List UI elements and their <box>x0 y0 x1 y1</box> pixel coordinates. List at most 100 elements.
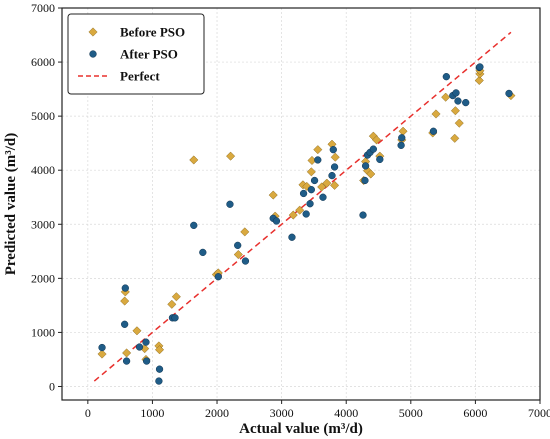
before-pso-point <box>233 250 243 260</box>
legend: Before PSO After PSO Perfect <box>67 13 205 95</box>
x-tick-label: 1000 <box>140 406 164 420</box>
after-pso-point <box>121 284 129 292</box>
after-pso-point <box>135 343 144 351</box>
before-pso-point <box>189 155 199 165</box>
after-pso-point <box>306 200 314 208</box>
before-pso-point <box>313 145 323 155</box>
x-tick-label: 5000 <box>399 406 423 420</box>
x-tick-label: 2000 <box>205 406 229 420</box>
after-pso-point <box>328 171 336 180</box>
y-tick-label: 6000 <box>31 55 55 69</box>
after-pso-point <box>359 211 367 219</box>
after-pso-point <box>329 146 337 154</box>
before-pso-point <box>322 178 332 188</box>
y-tick-label: 7000 <box>31 1 55 15</box>
legend-label: Before PSO <box>120 25 185 40</box>
before-pso-point <box>167 299 177 309</box>
after-pso-point <box>505 89 513 98</box>
before-pso-point <box>268 190 278 200</box>
before-pso-point <box>120 296 130 306</box>
before-pso-point <box>171 292 181 302</box>
after-pso-point <box>190 221 198 230</box>
before-pso-point <box>366 169 376 179</box>
after-pso-point <box>121 320 129 328</box>
axis-ticks: 0 1000 2000 3000 4000 5000 6000 7000 0 1000 2000 30… <box>31 1 550 420</box>
before-pso-point <box>474 75 484 86</box>
before-pso-point <box>302 181 312 191</box>
after-pso-point <box>142 357 151 365</box>
legend-label: After PSO <box>120 47 178 62</box>
y-tick-label: 0 <box>49 379 55 393</box>
legend-label: Perfect <box>120 69 160 84</box>
before-pso-point <box>450 106 460 116</box>
after-pso-point <box>98 343 106 352</box>
before-pso-point <box>226 151 236 161</box>
x-axis-label: Actual value (m³/d) <box>239 421 363 437</box>
before-pso-point <box>154 345 165 355</box>
legend-entry: Before PSO <box>88 25 185 40</box>
x-tick-label: 7000 <box>528 406 550 420</box>
after-pso-point <box>171 314 179 322</box>
perfect-line <box>93 31 512 382</box>
after-pso-point <box>314 156 322 164</box>
before-pso-point <box>132 326 142 336</box>
before-pso-point <box>295 205 305 215</box>
after-pso-point <box>452 89 460 97</box>
after-pso-point <box>462 98 470 107</box>
after-pso-point <box>361 162 370 170</box>
after-pso-point <box>454 97 462 105</box>
after-pso-point <box>302 210 310 218</box>
after-pso-point <box>122 357 131 365</box>
legend-box <box>67 13 205 95</box>
y-axis-label: Predicted value (m³/d) <box>3 133 19 276</box>
after-pso-point <box>155 377 163 385</box>
before-pso-point <box>441 92 451 102</box>
x-tick-label: 0 <box>85 406 91 420</box>
before-pso-point <box>317 182 327 192</box>
after-pso-point <box>234 241 242 250</box>
after-pso-point <box>272 217 281 225</box>
after-pso-point <box>369 145 377 153</box>
data-layer <box>93 31 516 385</box>
after-pso-point <box>319 193 327 201</box>
after-pso-point <box>299 189 308 198</box>
after-pso-point <box>330 163 339 171</box>
after-pso-point <box>241 257 250 265</box>
y-tick-label: 5000 <box>31 109 55 123</box>
legend-entries: Before PSO After PSO Perfect <box>78 25 185 84</box>
after-pso-point <box>310 176 319 185</box>
before-pso-point <box>330 152 340 162</box>
after-pso-point <box>226 200 234 208</box>
before-pso-point <box>288 210 298 220</box>
after-pso-point <box>398 134 406 142</box>
before-pso-point <box>306 167 316 177</box>
before-pso-point <box>372 135 382 145</box>
after-pso-point <box>142 338 150 346</box>
before-pso-point <box>398 126 408 136</box>
after-pso-point <box>397 141 405 149</box>
legend-entry: After PSO <box>89 47 178 62</box>
after-pso-point <box>288 233 296 241</box>
legend-circle-swatch <box>89 50 97 58</box>
before-pso-point <box>450 133 460 143</box>
before-pso-point <box>240 227 250 237</box>
before-pso-point <box>97 349 107 359</box>
after-pso-point <box>429 127 438 135</box>
after-pso-point <box>307 186 315 194</box>
legend-entry: Perfect <box>78 69 160 84</box>
after-pso-point <box>214 273 222 281</box>
x-tick-label: 4000 <box>334 406 358 420</box>
after-pso-point <box>361 176 369 185</box>
x-tick-label: 6000 <box>463 406 487 420</box>
after-pso-point <box>376 155 384 164</box>
before-pso-point <box>431 109 441 119</box>
y-tick-label: 4000 <box>31 163 55 177</box>
before-pso-point <box>122 348 132 358</box>
after-pso-point <box>155 365 164 373</box>
y-tick-label: 3000 <box>31 217 55 231</box>
before-pso-point <box>330 180 340 190</box>
x-tick-label: 3000 <box>270 406 294 420</box>
after-pso-point <box>476 63 484 71</box>
